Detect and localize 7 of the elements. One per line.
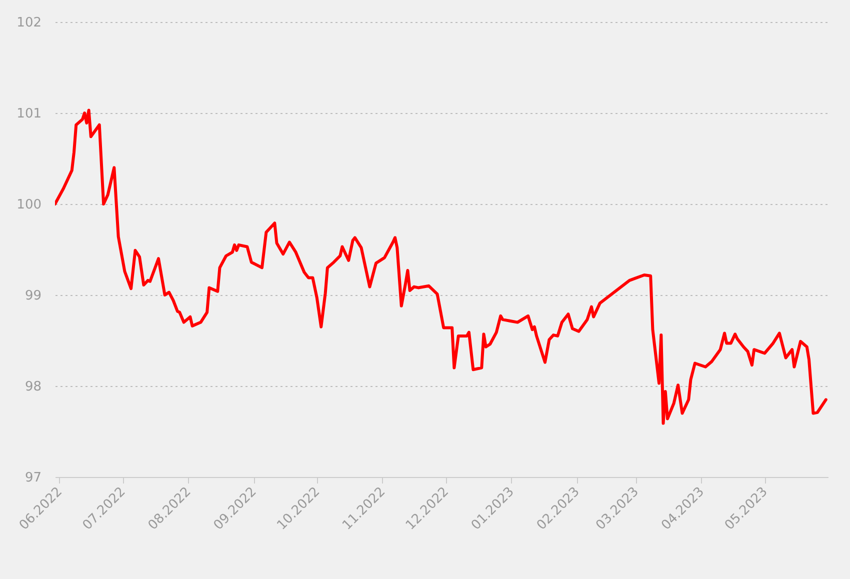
y-tick-label: 98	[24, 380, 42, 394]
y-tick-label: 102	[16, 16, 42, 30]
line-series	[55, 108, 828, 425]
y-tick-label: 97	[24, 470, 42, 486]
y-tick-label: 100	[16, 198, 42, 212]
y-tick-label: 99	[24, 288, 42, 304]
y-tick-label: 101	[16, 106, 42, 122]
